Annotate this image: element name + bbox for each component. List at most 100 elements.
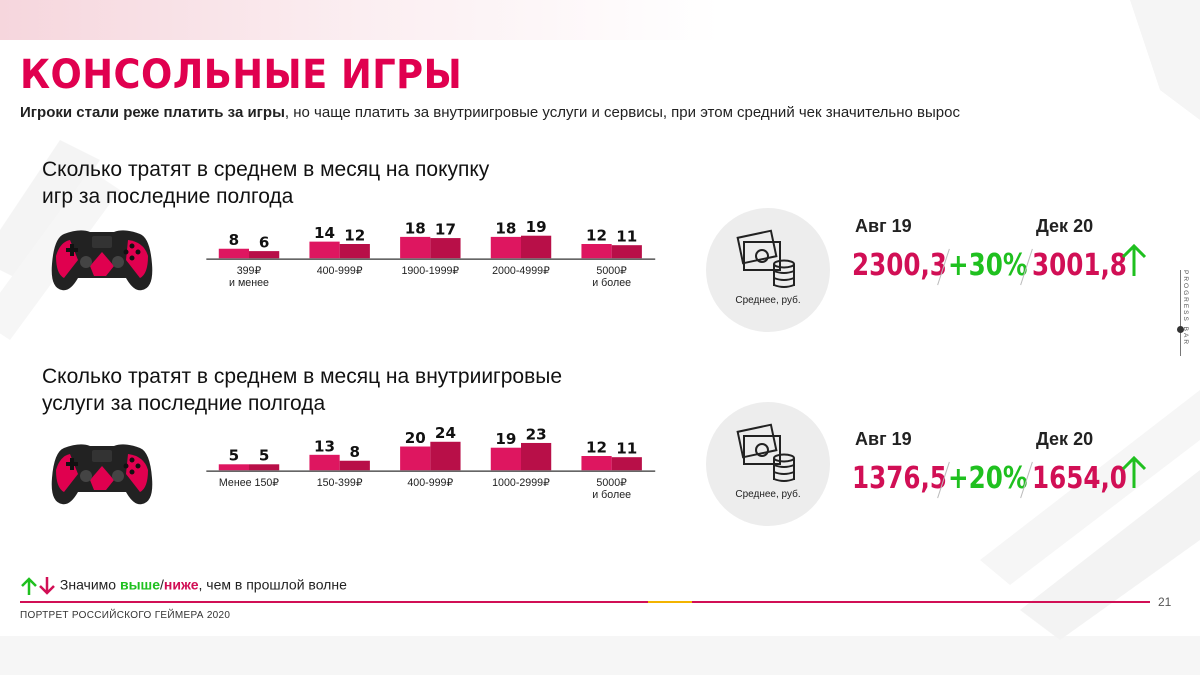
legend-text-before: Значимо [59,576,120,593]
data-label-series1-4: 12 [586,438,607,456]
data-label-series2-1: 8 [350,443,361,461]
bar-series2-1 [339,244,370,259]
gamepad-icon [51,230,153,291]
bar-series1-0 [218,464,249,471]
footer-line-accent [648,601,692,603]
footer-line [20,601,1150,603]
category-label-2: 1900-1999₽ [401,265,459,277]
legend: Значимо выше/ниже, чем в прошлой волне [20,576,347,596]
top-gradient-band [0,0,1200,40]
bar-series2-1 [339,460,370,471]
section1-value1: 2300,3 [852,248,947,283]
section2-period1: Авг 19 [855,429,912,449]
section2-period2: Дек 20 [1036,429,1094,449]
bar-series2-3 [521,235,552,259]
bar-series1-1 [309,454,340,471]
category-label-4: 5000₽ [596,265,627,277]
category-label-1: 150-399₽ [317,477,363,489]
section1-question: Сколько тратят в среднем в месяц на поку… [42,156,489,210]
bar-series2-0 [249,251,280,259]
bar-series2-4 [611,245,642,259]
data-label-series2-4: 11 [616,440,637,458]
bar-series1-2 [400,236,431,259]
data-label-series2-1: 12 [344,226,365,244]
gamepad-icon [51,444,153,505]
bar-series2-4 [611,457,642,471]
section2-value1: 1376,5 [852,461,947,496]
section2-avg-circle: Среднее, руб. [706,402,830,526]
bar-series2-3 [521,442,552,471]
section1-period1: Авг 19 [855,216,912,236]
category-label-4: и более [592,489,631,501]
progress-track [1180,270,1181,356]
category-label-3: 1000-2999₽ [492,477,550,489]
category-label-0: и менее [229,277,269,289]
bar-series1-0 [218,248,249,259]
bar-series1-1 [309,241,340,259]
bar-series2-2 [430,441,461,471]
progress-label: PROGRESS BAR [1182,270,1189,347]
section2-change: +20% [948,461,1028,496]
chart-ingame-services: 5 5 Менее 150₽ 13 8 150-399₽ 20 24 400-999₽ 19 23 1… [206,424,656,501]
category-label-4: и более [592,277,631,289]
legend-lower: ниже [163,576,199,593]
data-label-series2-3: 23 [526,425,547,443]
section1-change: +30% [948,248,1028,283]
progress-dot [1177,326,1184,333]
section1-avg-circle: Среднее, руб. [706,208,830,332]
category-label-0: Менее 150₽ [219,477,279,489]
bar-series2-2 [430,238,461,259]
page-title: КОНСОЛЬНЫЕ ИГРЫ [20,52,463,98]
data-label-series1-0: 5 [229,447,240,465]
data-label-series1-4: 12 [586,226,607,244]
data-label-series2-3: 19 [526,218,547,236]
bar-series1-4 [581,456,612,471]
data-label-series1-1: 13 [314,437,335,455]
section2-avg-label: Среднее, руб. [735,489,801,500]
legend-up-arrow-icon [21,577,37,595]
section1-value2: 3001,8 [1032,248,1127,283]
section2-question: Сколько тратят в среднем в месяц на внут… [42,363,562,417]
legend-higher: выше [119,576,161,593]
money-icon [736,423,795,482]
legend-down-arrow-icon [39,577,55,595]
data-label-series2-4: 11 [616,228,637,246]
bar-series1-3 [490,447,521,471]
section1-period2: Дек 20 [1036,216,1094,236]
data-label-series1-3: 19 [495,430,516,448]
bar-series1-2 [400,446,431,471]
chart-games-purchase: 8 6 399₽и менее 14 12 400-999₽ 18 17 1900-1999₽ 1… [206,218,656,289]
category-label-3: 2000-4999₽ [492,265,550,277]
section1-up-arrow-icon [1121,243,1147,276]
category-label-4: 5000₽ [596,477,627,489]
page-number: 21 [1158,595,1172,609]
data-label-series2-2: 24 [435,424,456,442]
page-subtitle: Игроки стали реже платить за игры, но ча… [20,104,960,121]
data-label-series1-2: 18 [405,219,426,237]
data-label-series2-2: 17 [435,221,456,239]
data-label-series1-0: 8 [229,231,240,249]
subtitle-rest: , но чаще платить за внутриигровые услуг… [284,104,960,121]
bar-series1-3 [490,236,521,259]
bar-series2-0 [249,464,280,471]
legend-sep: / [160,576,164,593]
bar-series1-4 [581,244,612,259]
section1-avg-label: Среднее, руб. [735,295,801,306]
subtitle-bold: Игроки стали реже платить за игры [20,104,285,121]
section2-up-arrow-icon [1121,455,1147,488]
data-label-series1-2: 20 [405,429,426,447]
data-label-series2-0: 6 [259,234,270,252]
data-label-series2-0: 5 [259,447,270,465]
section2-question-line2: услуги за последние полгода [42,392,326,415]
section1-question-line1: Сколько тратят в среднем в месяц на поку… [42,158,490,181]
data-label-series1-1: 14 [314,224,335,242]
money-icon [736,229,795,288]
category-label-2: 400-999₽ [407,477,453,489]
progress-bar-indicator: PROGRESS BAR [1176,270,1196,356]
data-label-series1-3: 18 [495,219,516,237]
legend-text-after: , чем в прошлой волне [198,576,347,593]
bottom-band [0,636,1200,675]
category-label-0: 399₽ [237,265,262,277]
section1-question-line2: игр за последние полгода [42,185,294,208]
